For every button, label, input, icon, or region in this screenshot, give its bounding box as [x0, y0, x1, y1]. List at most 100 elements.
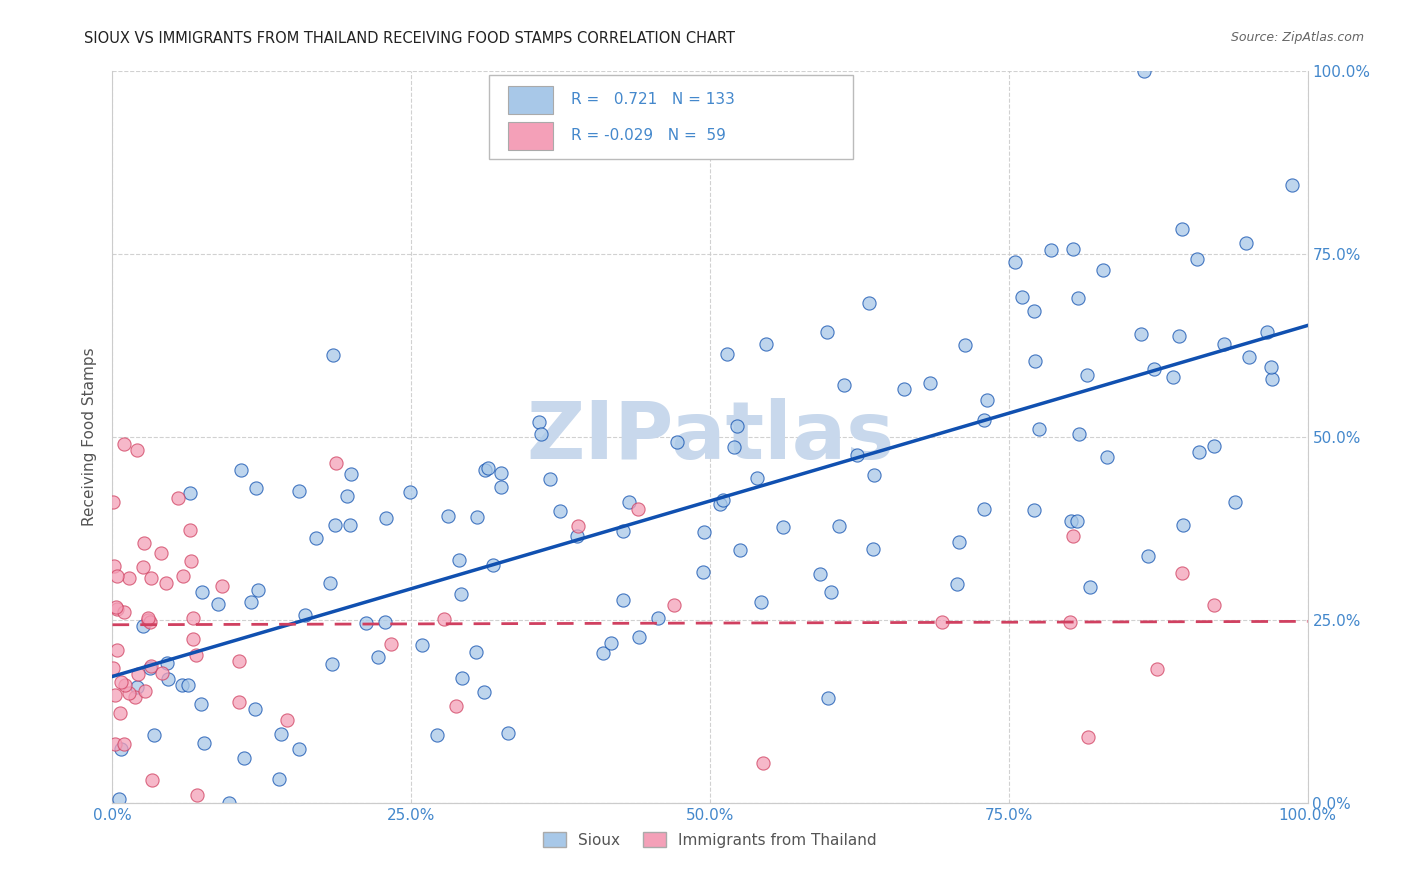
Point — [489, 466, 512, 480]
Point — [481, 558, 503, 572]
Point — [1062, 529, 1084, 543]
Point — [105, 602, 128, 616]
Point — [446, 699, 468, 714]
FancyBboxPatch shape — [508, 122, 554, 150]
Point — [218, 796, 240, 810]
Point — [134, 683, 156, 698]
Point — [548, 504, 571, 518]
Point — [1011, 290, 1033, 304]
Point — [1060, 514, 1083, 528]
Point — [772, 520, 794, 534]
Point — [711, 492, 734, 507]
Point — [245, 481, 267, 495]
Point — [530, 427, 553, 442]
Point — [118, 571, 141, 585]
FancyBboxPatch shape — [489, 75, 853, 159]
Y-axis label: Receiving Food Stamps: Receiving Food Stamps — [82, 348, 97, 526]
Point — [339, 518, 361, 533]
Point — [612, 524, 634, 538]
Point — [1143, 361, 1166, 376]
Point — [127, 667, 149, 681]
Point — [399, 485, 422, 500]
Point — [450, 587, 472, 601]
Point — [139, 571, 162, 585]
Point — [411, 638, 433, 652]
Point — [749, 594, 772, 608]
Point — [247, 583, 270, 598]
Point — [125, 680, 148, 694]
Point — [172, 568, 194, 582]
Point — [662, 599, 685, 613]
Point — [946, 577, 969, 591]
Point — [211, 579, 233, 593]
Point — [183, 632, 205, 646]
Point — [477, 461, 499, 475]
Point — [190, 697, 212, 711]
Text: R = -0.029   N =  59: R = -0.029 N = 59 — [571, 128, 727, 144]
Point — [228, 654, 250, 668]
Point — [1237, 350, 1260, 364]
Point — [207, 597, 229, 611]
Point — [1097, 450, 1119, 465]
Point — [491, 480, 513, 494]
Point — [367, 649, 389, 664]
Point — [716, 347, 738, 361]
Point — [1260, 372, 1282, 386]
Point — [600, 636, 623, 650]
Point — [565, 529, 588, 543]
Point — [374, 510, 396, 524]
Point — [752, 756, 775, 771]
Point — [627, 630, 650, 644]
Point — [627, 502, 650, 516]
Point — [1260, 360, 1282, 375]
Point — [1236, 236, 1258, 251]
Point — [1067, 427, 1090, 442]
Point — [103, 689, 125, 703]
Point — [858, 296, 880, 310]
Point — [114, 678, 136, 692]
Point — [1004, 255, 1026, 269]
Point — [156, 673, 179, 687]
Point — [114, 437, 136, 451]
Point — [269, 772, 291, 786]
Point — [1256, 325, 1278, 339]
Point — [1188, 445, 1211, 459]
Point — [105, 643, 128, 657]
Point — [953, 338, 976, 352]
Point — [139, 658, 162, 673]
Point — [1204, 439, 1226, 453]
Point — [920, 376, 942, 390]
Point — [150, 546, 173, 560]
Point — [1024, 304, 1046, 318]
Point — [325, 457, 347, 471]
Point — [862, 542, 884, 557]
Point — [179, 523, 201, 537]
Point — [745, 471, 768, 485]
Point — [948, 535, 970, 549]
Point — [270, 727, 292, 741]
Point — [354, 616, 377, 631]
Point — [1066, 514, 1088, 528]
Point — [288, 483, 311, 498]
Point — [180, 554, 202, 568]
Point — [1281, 178, 1303, 193]
Point — [1091, 263, 1114, 277]
Point — [1173, 518, 1195, 533]
Point — [142, 728, 165, 742]
Point — [665, 434, 688, 449]
Point — [1130, 327, 1153, 342]
Point — [1062, 242, 1084, 256]
Text: SIOUX VS IMMIGRANTS FROM THAILAND RECEIVING FOOD STAMPS CORRELATION CHART: SIOUX VS IMMIGRANTS FROM THAILAND RECEIV… — [84, 31, 735, 46]
Point — [1171, 566, 1194, 580]
Point — [110, 674, 132, 689]
Point — [134, 536, 156, 550]
Point — [617, 494, 640, 508]
Point — [288, 742, 311, 756]
Point — [433, 612, 456, 626]
Point — [139, 661, 162, 675]
Point — [1136, 549, 1159, 563]
Point — [1028, 422, 1050, 436]
Point — [1185, 252, 1208, 267]
Point — [832, 378, 855, 392]
Point — [105, 599, 128, 614]
